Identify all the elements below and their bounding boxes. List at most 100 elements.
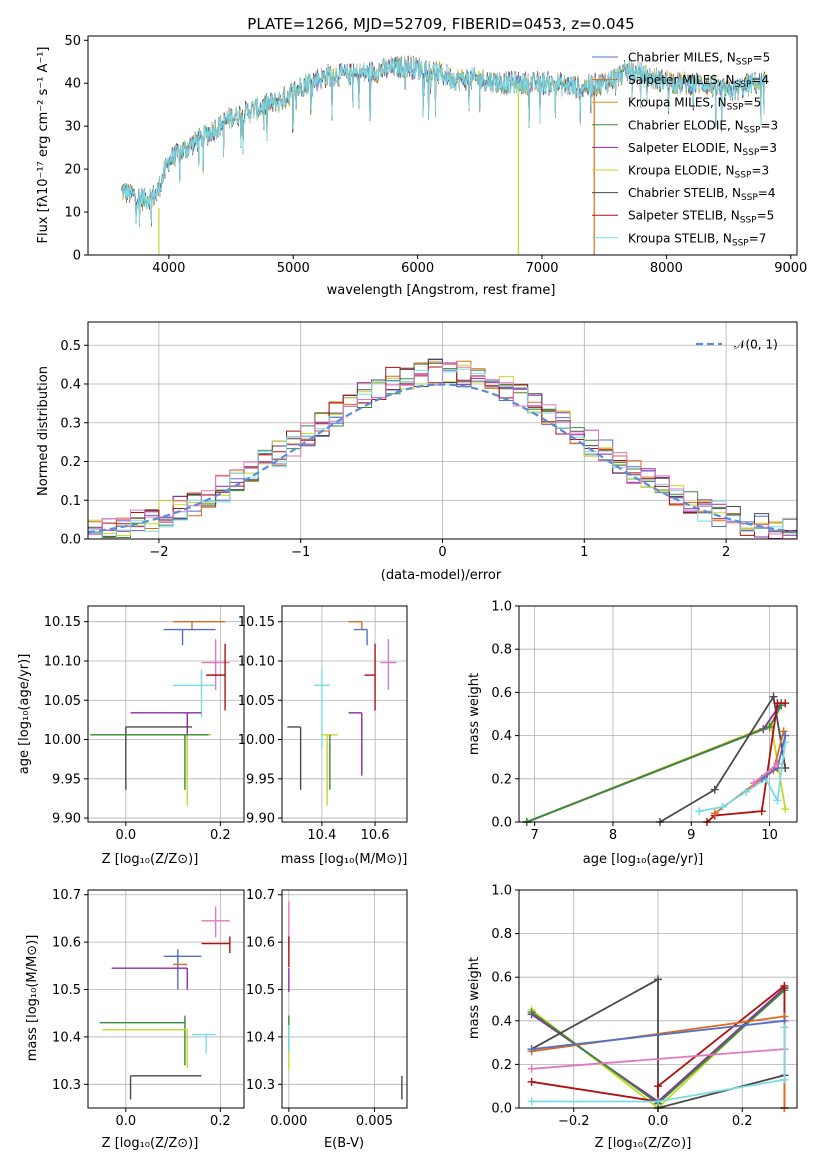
mass-vs-z-plot-area: 0.0 0.2 10.3 10.4 10.5 10.6 10.7 [52,888,245,1129]
y-tick-label: 10.00 [238,733,275,748]
y-tick-label: 10.4 [246,1030,275,1045]
y-tick-label: 10.10 [238,654,275,669]
legend-label: Salpeter ELODIE, N [628,141,742,155]
x-tick-label: 0.2 [732,1114,753,1129]
legend-label: Chabrier STELIB, N [628,186,741,200]
y-tick-label: 10.15 [238,615,275,630]
data-point-errorbar [129,1075,202,1100]
weight-series-marker [527,1064,536,1073]
legend-entry: Chabrier STELIB, NSSP=4 [628,186,776,203]
age-vs-mass-plot-area: 10.4 10.6 9.90 9.95 10.00 10.05 10.10 10.15 [238,605,408,843]
y-tick-label: 10.10 [44,654,81,669]
y-tick-label: 0.0 [491,816,512,831]
data-point-errorbar [348,712,363,776]
mass-vs-ebv-plot-area: 0.000 0.005 10.3 10.4 10.5 10.6 10.7 [246,888,408,1129]
y-tick-label: 0.6 [491,686,512,701]
x-tick-label: 9 [687,828,695,843]
spectrum-plot-area: 4000 5000 6000 7000 8000 9000 0 10 20 30 40 50 Chabr… [64,34,807,276]
weight-series-marker [773,759,782,768]
y-tick-label: 10.05 [238,694,275,709]
spectrum-title: PLATE=1266, MJD=52709, FIBERID=0453, z=0… [247,15,634,33]
mass-vs-z-ylabel: mass [log₁₀(M/M⊙)] [25,935,40,1062]
x-tick-label: −1 [291,545,310,560]
y-tick-label: 9.90 [246,812,275,827]
axes-frame: 0.0 0.2 10.3 10.4 10.5 10.6 10.7 [52,888,245,1129]
data-point-errorbar [163,949,202,990]
weight-series-marker [779,727,788,736]
y-tick-label: 10.6 [246,936,275,951]
data-point-errorbar [130,712,202,776]
weight-series-marker [780,1075,789,1084]
legend-label: Kroupa MILES, N [628,96,727,110]
y-tick-label: 0.2 [491,772,512,787]
weight-vs-age-xlabel: age [log₁₀(age/yr)] [583,852,704,867]
axes-frame: 0.0 0.2 9.90 9.95 10.00 10.05 10.10 10.15 [44,605,245,843]
legend-entry: 𝒩(0, 1) [734,338,778,352]
y-tick-label: 10.7 [52,888,81,903]
weight-series-marker [773,796,782,805]
weight-series-line [531,1027,786,1103]
legend-label: Kroupa STELIB, N [628,231,732,245]
x-tick-label: 0 [438,545,446,560]
weight-series-marker [654,1082,662,1091]
plot-marks [99,906,231,1100]
data-point-errorbar [92,734,211,806]
weight-series-line [531,1019,785,1050]
axes-frame: −2 −1 0 1 2 0.0 0.1 0.2 0.3 0.4 0.5 [60,321,798,560]
residuals-legend: 𝒩(0, 1) [696,338,778,352]
age-vs-z-plot-area: 0.0 0.2 9.90 9.95 10.00 10.05 10.10 10.15 [44,605,245,843]
plot-marks [288,901,403,1100]
y-tick-label: 9.90 [52,812,81,827]
x-tick-label: 8000 [650,261,683,276]
weight-series-marker [654,975,662,984]
legend-entry: Kroupa MILES, NSSP=5 [628,96,761,113]
x-tick-label: 7 [531,828,539,843]
y-tick-label: 10.05 [44,694,81,709]
y-tick-label: 0.1 [60,494,81,509]
data-point-errorbar [287,726,302,790]
axes-border [281,605,408,823]
legend-sub: SSP [741,193,758,203]
x-tick-label: −0.2 [558,1114,590,1129]
x-tick-label: 0.0 [115,828,136,843]
weight-series-marker [527,1097,536,1106]
legend-suffix: =5 [757,209,775,223]
weight-series-marker [718,802,727,811]
weight-series-marker [781,805,790,814]
y-tick-label: 0.0 [60,533,81,548]
x-tick-label: 1 [580,545,588,560]
residuals-ylabel: Normed distribution [36,366,51,496]
age-vs-z-panel: Z [log₁₀(Z/Z⊙)] age [log₁₀(age/yr)] 0.0 0… [17,605,245,867]
y-tick-label: 0.8 [491,927,512,942]
mass-vs-ebv-xlabel: E(B-V) [324,1136,364,1151]
x-tick-label: 6000 [401,261,434,276]
x-tick-label: 10 [761,828,778,843]
weight-series-marker [695,807,704,816]
weight-series-marker [765,722,774,731]
weight-series-line [659,694,787,823]
x-tick-label: −2 [149,545,168,560]
x-tick-label: 0.2 [210,828,231,843]
x-tick-label: 4000 [152,261,185,276]
y-tick-label: 10.5 [52,983,81,998]
y-tick-label: 0.3 [60,416,81,431]
data-point-errorbar [163,628,216,646]
y-tick-label: 9.95 [52,772,81,787]
y-tick-label: 0.2 [60,455,81,470]
weight-series-marker [769,692,778,701]
weight-series-marker [527,1045,536,1054]
axes-frame: 0.000 0.005 10.3 10.4 10.5 10.6 10.7 [246,888,408,1129]
age-vs-z-xlabel: Z [log₁₀(Z/Z⊙)] [102,852,199,867]
axes-border [518,605,798,823]
spectrum-xlabel: wavelength [Angstrom, rest frame] [327,283,556,298]
legend-suffix: =3 [759,141,777,155]
x-tick-label: 10.6 [361,828,390,843]
spectrum-model-line [121,55,767,228]
axes-frame: −0.2 0.0 0.2 0.0 0.2 0.4 0.6 0.8 1.0 [491,884,798,1129]
data-point-errorbar [173,669,216,717]
y-tick-label: 10.00 [44,733,81,748]
weight-series-marker [527,1077,536,1086]
weight-series-marker [781,699,790,708]
legend-sub: SSP [744,125,761,135]
